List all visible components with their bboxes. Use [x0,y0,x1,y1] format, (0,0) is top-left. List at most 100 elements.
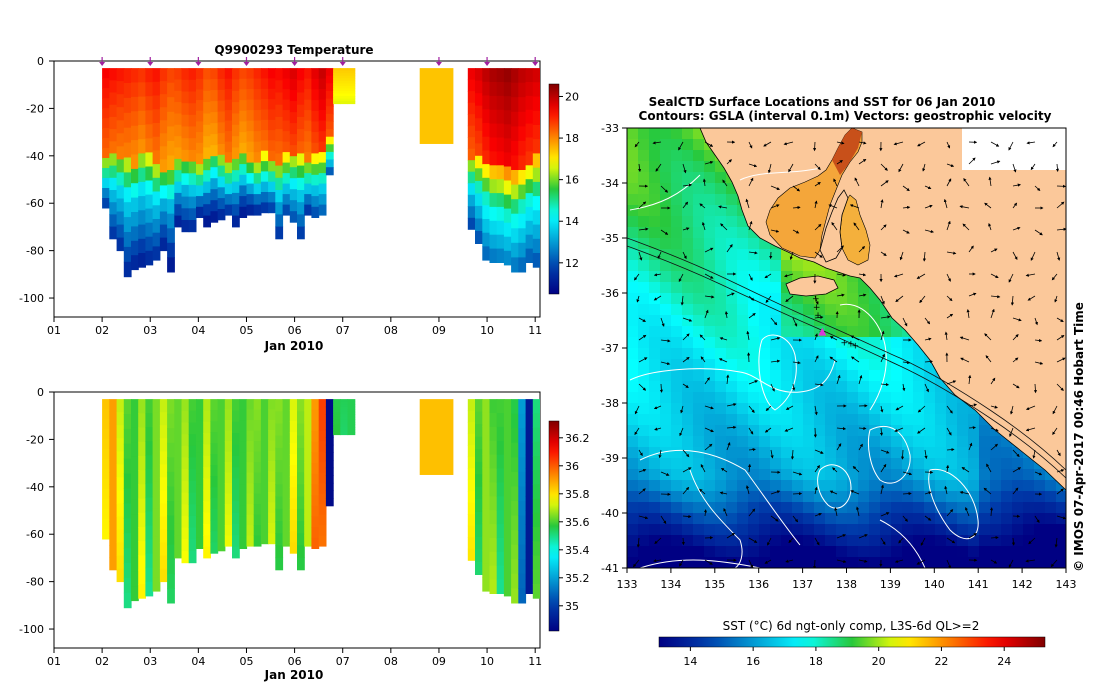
sst-cell [638,447,650,459]
sst-cell [858,491,870,503]
salinity-cell [224,451,233,463]
sst-cell [682,370,694,382]
temperature-cell [333,73,341,77]
temperature-cell [260,88,269,100]
salinity-cell [260,440,269,452]
velocity-vector [770,317,778,326]
sst-cell [946,447,958,459]
salinity-cell [467,410,476,423]
salinity-cell [496,565,505,581]
sst-cell [627,150,639,162]
salinity-cell [159,464,168,478]
salinity-cell [239,484,248,496]
temperature-cell [333,101,341,105]
temperature-x-axis: 01 02 03 04 05 06 07 08 09 10 11 [47,317,542,337]
sst-cell [682,447,694,459]
velocity-vector [748,447,756,452]
colorbar-tick-label: 12 [565,257,579,270]
temperature-cell [304,68,312,80]
sst-cell [638,139,650,151]
salinity-cell [253,504,262,516]
temperature-cell [224,141,233,153]
velocity-vector [680,405,684,414]
salinity-cell [260,533,269,545]
temperature-cell [318,120,327,132]
temperature-cell [482,232,491,247]
sst-cell [748,304,760,316]
salinity-cell [102,509,110,520]
velocity-vector [638,383,647,391]
salinity-cell [475,562,483,575]
salinity-cell [138,541,146,556]
velocity-vector [704,160,714,165]
temperature-cell [246,99,255,111]
temperature-cell [275,80,284,93]
velocity-vector [722,179,728,187]
velocity-vector [1025,405,1036,410]
velocity-vector [880,463,887,473]
sst-colorbar-ticks: 14 16 18 20 22 24 [683,647,1011,668]
x-tick-label: 06 [288,324,302,337]
salinity-cell [181,492,190,505]
velocity-vector [829,490,838,495]
sst-cell [693,150,705,162]
x-tick-label: 04 [191,655,205,668]
sst-cell [935,425,947,437]
velocity-vector [924,229,934,234]
temperature-cell [188,149,197,163]
temperature-cell [268,109,276,121]
salinity-cell [532,456,540,471]
temperature-cell [325,91,334,100]
salinity-cell [253,493,262,505]
salinity-cell [475,511,483,525]
sst-cell [748,491,760,503]
sst-cell [649,326,661,338]
salinity-cell [289,410,298,422]
salinity-cell [532,484,540,500]
salinity-cell [174,546,183,559]
temperature-cell [123,261,132,278]
sst-cell [737,260,749,272]
salinity-cell [181,515,190,529]
sst-cell [649,205,661,217]
salinity-cell [503,581,512,597]
temperature-cell [532,125,540,140]
salinity-cell [475,536,483,550]
temperature-cell [340,91,349,94]
sst-cell [704,546,716,558]
velocity-vector [814,333,818,341]
velocity-vector [880,163,888,171]
temperature-cell [325,106,334,115]
sst-cell [660,469,672,481]
temperature-cell [210,134,219,146]
sst-cell [803,326,815,338]
temperature-cell [347,78,356,82]
temperature-cell [159,146,168,160]
sst-cell [792,337,804,349]
salinity-cell [333,424,341,428]
temperature-cell [174,79,183,92]
salinity-cell [347,419,356,423]
sst-cell [935,392,947,404]
sst-cell [814,491,826,503]
velocity-vector [638,449,643,457]
velocity-vector [836,160,843,165]
sst-cell [737,381,749,393]
sst-cell [627,546,639,558]
velocity-vector [1011,537,1016,546]
sst-cell [627,392,639,404]
temperature-cell [511,97,519,113]
sst-cell [715,381,727,393]
velocity-vector [959,336,970,341]
salinity-cell [532,498,540,514]
sst-cell [649,150,661,162]
velocity-vector [986,463,992,473]
sst-cell [803,513,815,525]
temperature-cell [467,171,476,184]
velocity-vector [1026,141,1036,145]
sst-cell [902,436,914,448]
y-tick-label: -20 [26,102,44,115]
sst-cell [682,194,694,206]
sst-cell [825,293,837,305]
sst-cell [770,337,782,349]
